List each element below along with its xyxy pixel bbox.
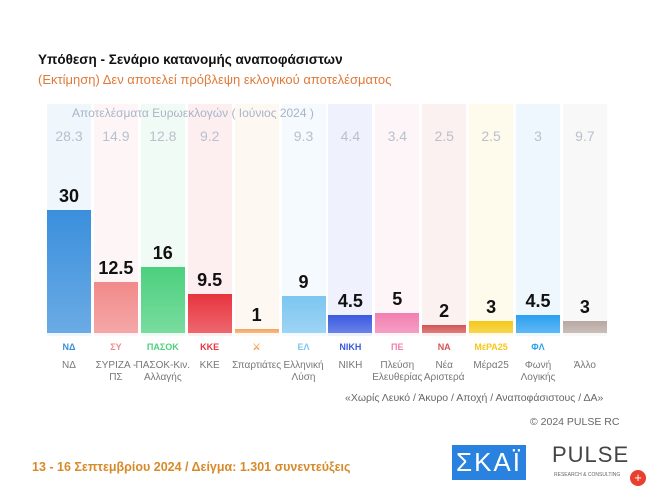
bar-value-label: 1	[251, 304, 262, 325]
copyright: © 2024 PULSE RC	[530, 416, 620, 428]
bar	[140, 267, 185, 333]
party-logo: ΝΑ	[437, 342, 451, 352]
background-column	[469, 104, 514, 336]
background-column	[422, 104, 467, 336]
euro-result-value: 28.3	[55, 128, 83, 144]
party-logo: ΝΙΚΗ	[339, 342, 362, 352]
party-logo: ΠΑΣΟΚ	[146, 342, 179, 352]
category-label: Νέα Αριστερά	[423, 360, 465, 383]
category-label: ΣΥΡΙΖΑ - ΠΣ	[95, 360, 137, 383]
bar	[516, 314, 560, 333]
party-logo: ΝΔ	[62, 342, 76, 352]
bar-value-label: 4.5	[337, 290, 363, 311]
category-label: Άλλο	[573, 360, 596, 371]
category-label: ΝΙΚΗ	[338, 360, 363, 371]
bar	[422, 324, 467, 333]
euro-result-value: 2.5	[434, 128, 454, 144]
chart-subtitle: (Εκτίμηση) Δεν αποτελεί πρόβλεψη εκλογικ…	[38, 72, 392, 87]
euro-result-value: 14.9	[102, 128, 130, 144]
party-logo: ΣΥ	[110, 342, 122, 352]
euro-result-value: 9.3	[293, 128, 314, 144]
bar-value-label: 3	[579, 296, 590, 317]
zoom-in-icon[interactable]: +	[630, 470, 646, 486]
bar	[469, 320, 514, 333]
pulse-logo-subtitle: RESEARCH & CONSULTING	[554, 472, 621, 478]
bar	[281, 296, 326, 333]
category-label: ΠΑΣΟΚ-Κιν. Αλλαγής	[135, 360, 191, 383]
category-label: Σπαρτιάτες	[232, 360, 282, 371]
party-logo: ⚔	[252, 341, 261, 352]
background-column	[234, 104, 279, 336]
background-column	[328, 104, 373, 336]
background-column	[516, 104, 560, 336]
bar-value-label: 9.5	[197, 270, 223, 291]
euro-result-value: 12.8	[149, 128, 177, 144]
background-column	[375, 104, 420, 336]
category-label: Πλεύση Ελευθερίας	[372, 360, 423, 383]
party-logo: ΠΕ	[391, 342, 404, 352]
bar	[328, 314, 373, 333]
euro-result-value: 4.4	[340, 128, 361, 144]
category-label: Μέρα25	[473, 360, 509, 371]
skai-logo: ΣΚΑΪ	[452, 445, 526, 480]
bar-value-label: 12.5	[98, 257, 134, 278]
bar-value-label: 16	[152, 243, 173, 264]
euro-result-value: 9.7	[575, 128, 595, 144]
bar	[375, 312, 420, 333]
chart-title: Υπόθεση - Σενάριο κατανομής αναποφάσιστω…	[38, 52, 343, 67]
bar-value-label: 5	[392, 288, 403, 309]
bar-value-label: 2	[439, 300, 450, 321]
party-logo: ΚΚΕ	[200, 342, 220, 352]
euro-result-value: 3.4	[387, 128, 408, 144]
euro-result-value: 9.2	[199, 128, 220, 144]
party-logo: ΕΛ	[297, 342, 310, 352]
background-column	[562, 104, 607, 336]
bar	[187, 294, 232, 333]
party-logo: ΜέΡΑ25	[474, 342, 508, 352]
bar	[562, 320, 607, 333]
bar	[234, 328, 279, 333]
euro-result-value: 2.5	[481, 128, 501, 144]
bar	[47, 210, 91, 333]
footer-sample-info: 13 - 16 Σεπτεμβρίου 2024 / Δείγμα: 1.301…	[32, 460, 351, 474]
euro-results-header: Αποτελέσματα Ευρωεκλογών ( Ιούνιος 2024 …	[72, 106, 314, 120]
pulse-logo: PULSE	[552, 442, 630, 467]
party-logo: ΦΛ	[531, 342, 545, 352]
category-label: ΝΔ	[62, 360, 76, 371]
bar-value-label: 3	[486, 296, 497, 317]
euro-result-value: 3	[534, 128, 542, 144]
bar-value-label: 4.5	[525, 290, 551, 311]
category-label: ΚΚΕ	[199, 360, 220, 371]
bar-value-label: 30	[58, 186, 80, 206]
exclusion-note: «Χωρίς Λευκό / Άκυρο / Αποχή / Αναποφάσι…	[345, 392, 604, 404]
bar	[93, 281, 138, 333]
bar-value-label: 9	[298, 272, 309, 293]
category-label: Ελληνική Λύση	[283, 360, 324, 383]
category-label: Φωνή Λογικής	[520, 360, 556, 383]
